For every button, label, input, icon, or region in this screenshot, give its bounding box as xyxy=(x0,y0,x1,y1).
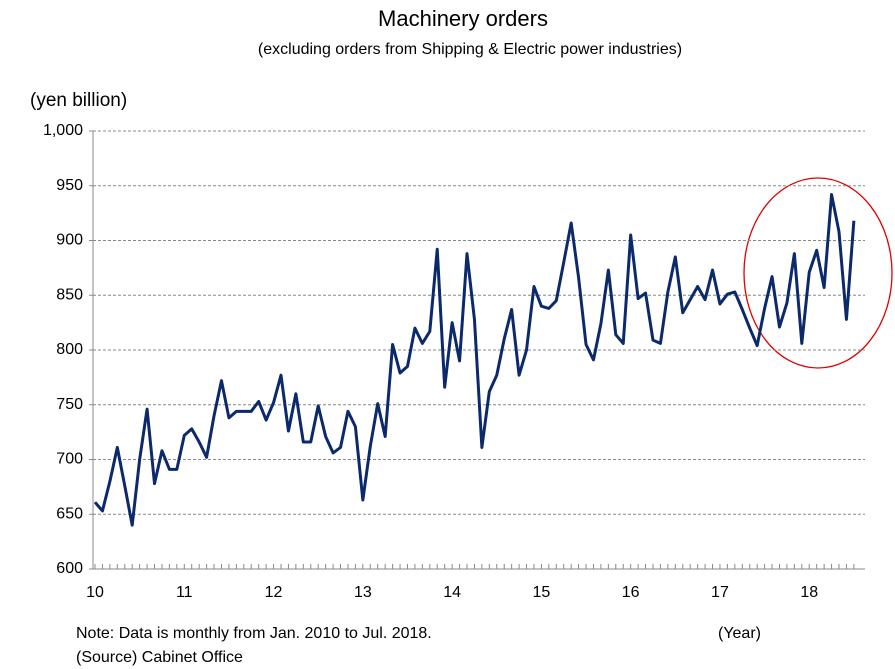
x-axis-label: (Year) xyxy=(718,625,761,642)
y-tick-label: 650 xyxy=(56,505,83,522)
y-tick-label: 700 xyxy=(56,451,83,468)
x-tick-label: 17 xyxy=(711,584,729,601)
note: Note: Data is monthly from Jan. 2010 to … xyxy=(76,625,432,642)
highlight-ellipse xyxy=(743,177,893,369)
chart-subtitle: (excluding orders from Shipping & Electr… xyxy=(258,41,682,58)
x-tick-label: 18 xyxy=(800,584,818,601)
data-line xyxy=(93,193,856,527)
y-tick-label: 1,000 xyxy=(43,122,83,139)
y-tick-label: 600 xyxy=(56,560,83,577)
x-tick-label: 16 xyxy=(622,584,640,601)
y-tick-label: 850 xyxy=(56,286,83,303)
y-tick-label: 950 xyxy=(56,177,83,194)
x-tick-label: 14 xyxy=(443,584,461,601)
y-axis-label: (yen billion) xyxy=(30,90,127,111)
x-tick-label: 10 xyxy=(86,584,104,601)
y-tick-label: 800 xyxy=(56,341,83,358)
y-tick-label: 900 xyxy=(56,232,83,249)
x-tick-label: 12 xyxy=(265,584,283,601)
x-tick-label: 11 xyxy=(176,584,193,601)
x-tick-label: 15 xyxy=(533,584,551,601)
x-tick-label: 13 xyxy=(354,584,372,601)
source: (Source) Cabinet Office xyxy=(76,649,243,666)
y-tick-label: 750 xyxy=(56,396,83,413)
chart-title: Machinery orders xyxy=(378,6,548,31)
